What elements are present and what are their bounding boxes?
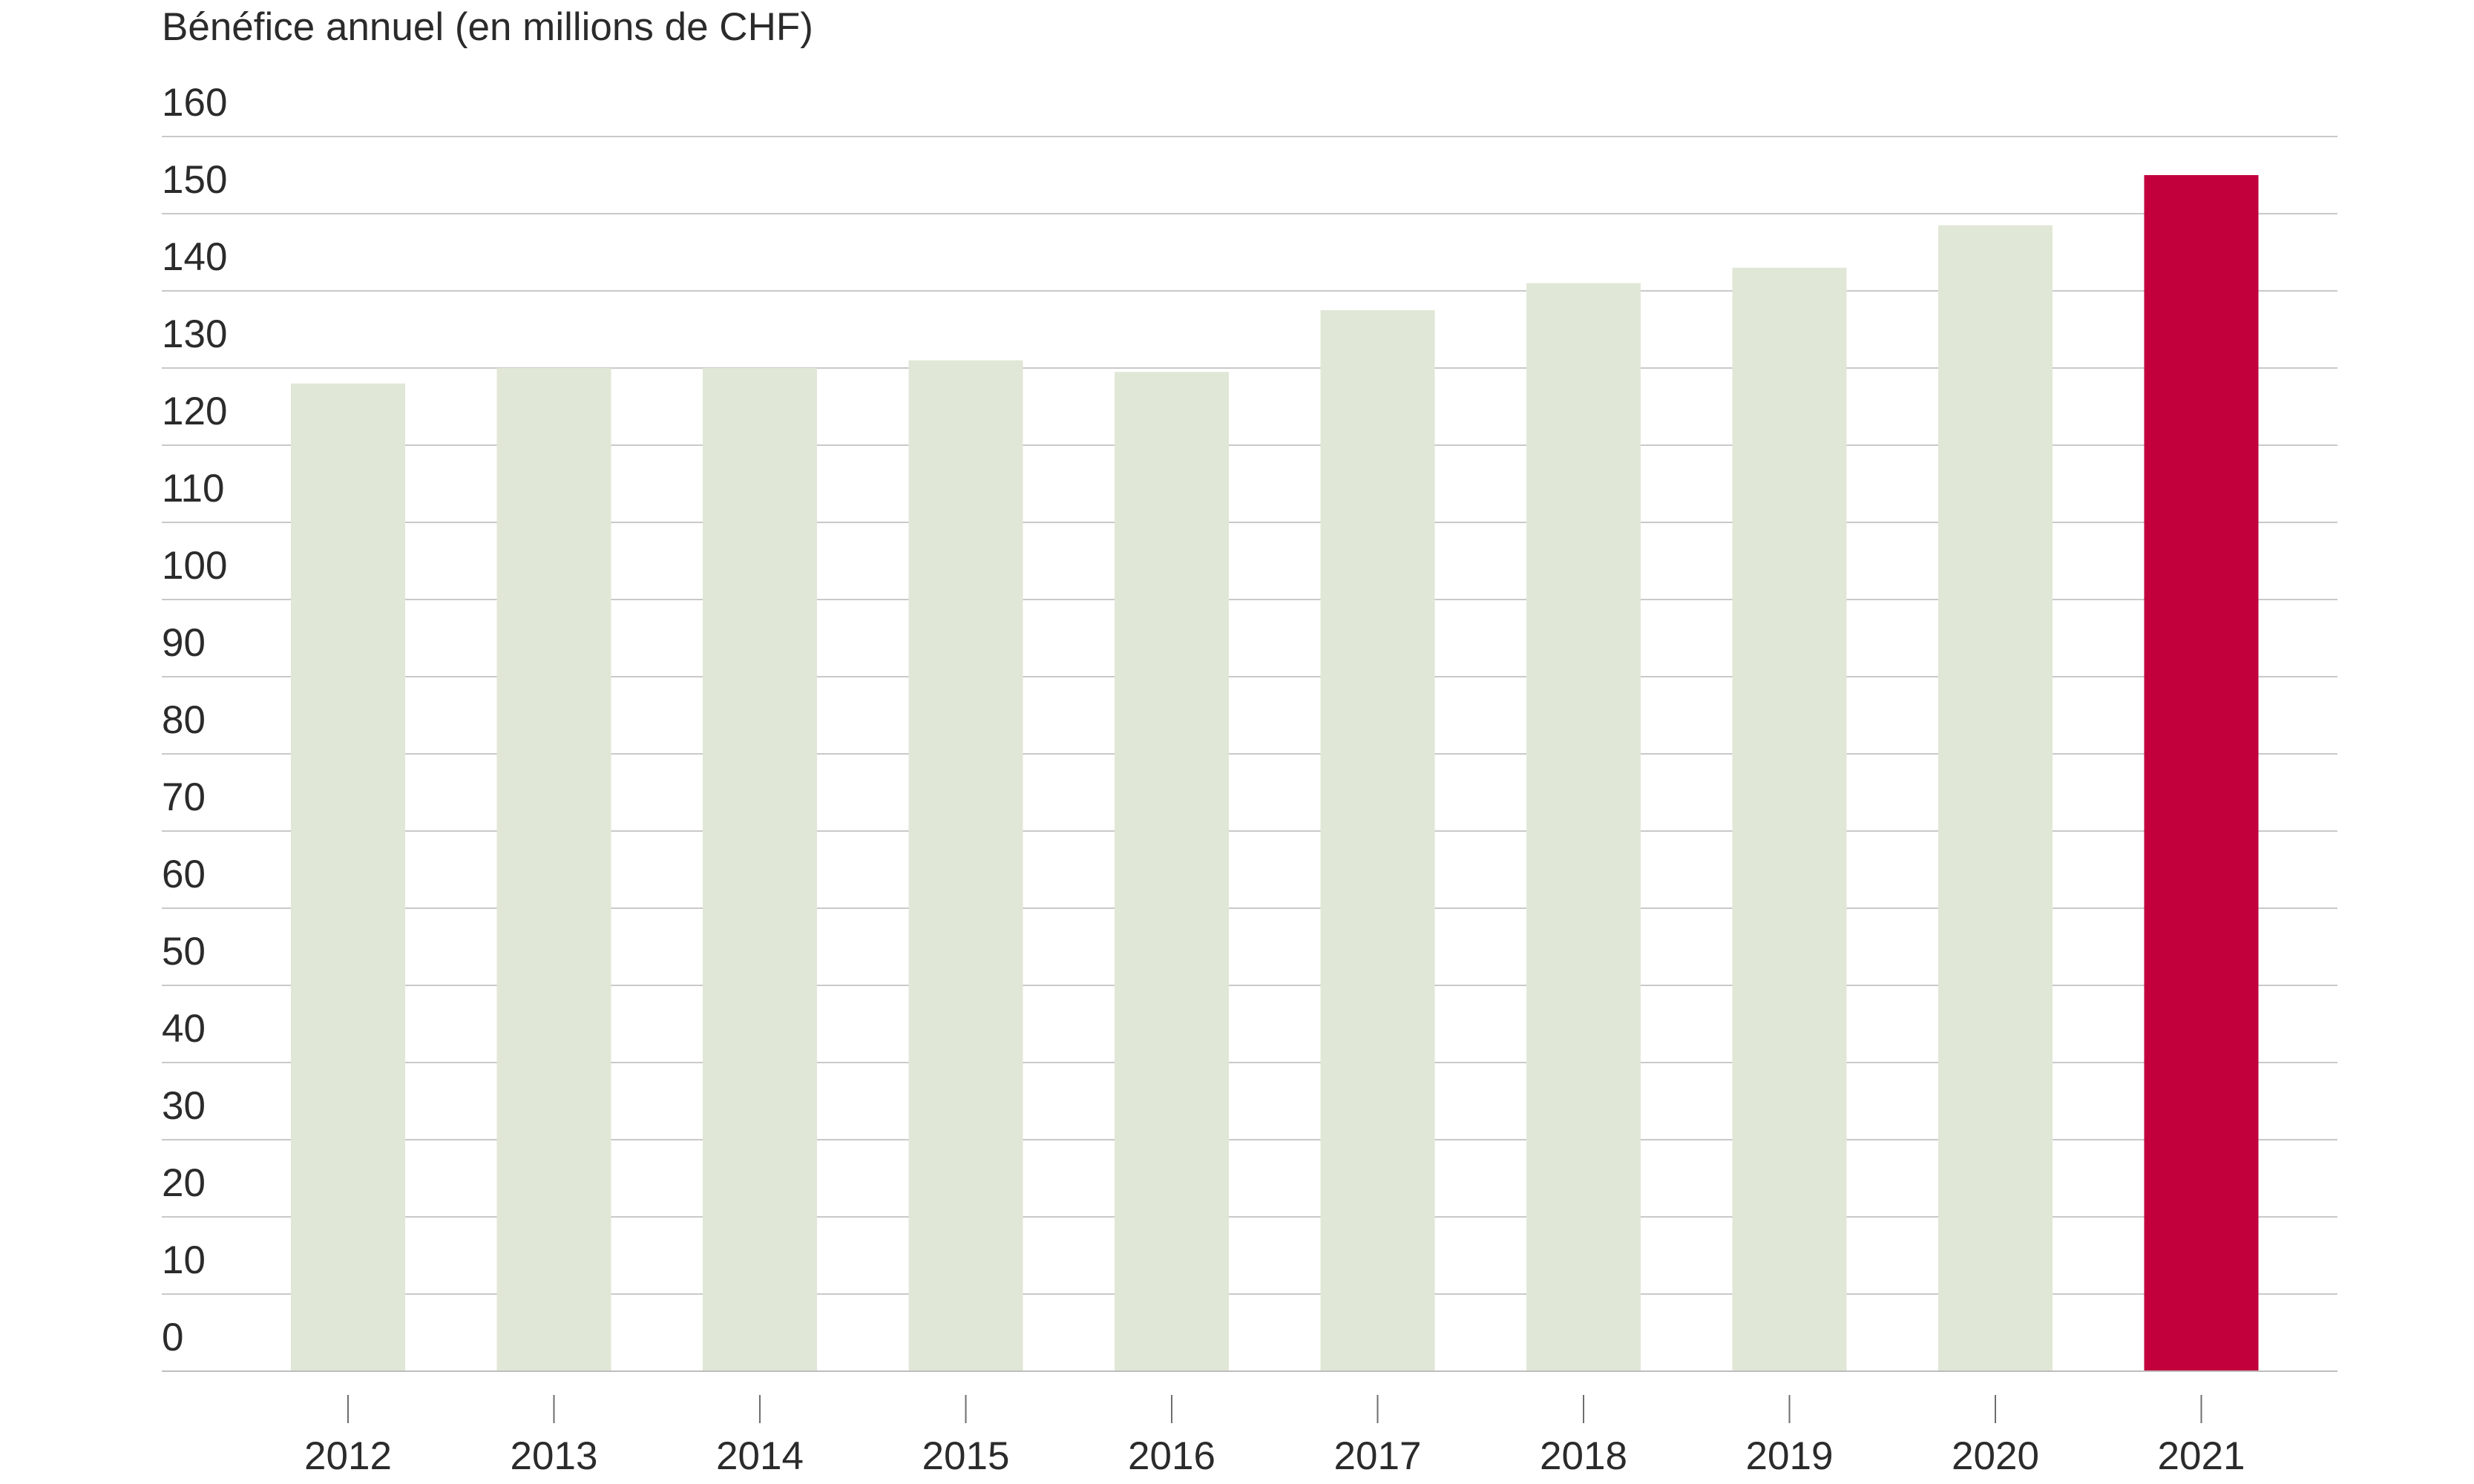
- y-tick-label-70: 70: [162, 775, 206, 819]
- x-tick-label-2018: 2018: [1540, 1434, 1627, 1478]
- bar-2017: [1320, 310, 1435, 1371]
- y-tick-label-90: 90: [162, 621, 206, 665]
- x-tick-label-2019: 2019: [1746, 1434, 1834, 1478]
- bar-2013: [496, 368, 611, 1371]
- x-tick-label-2016: 2016: [1128, 1434, 1215, 1478]
- y-tick-label-150: 150: [162, 158, 227, 202]
- y-tick-label-40: 40: [162, 1007, 206, 1051]
- y-tick-label-0: 0: [162, 1316, 183, 1359]
- y-axis-title: Bénéfice annuel (en millions de CHF): [162, 5, 813, 49]
- x-tick-label-2017: 2017: [1334, 1434, 1422, 1478]
- bars: [291, 175, 2259, 1372]
- bar-2018: [1526, 283, 1641, 1372]
- x-axis-ticks: 2012 2013 2014 2015 2016 2017 2018 2019 2020 2021: [304, 1395, 2245, 1478]
- x-tick-label-2015: 2015: [922, 1434, 1010, 1478]
- x-tick-label-2013: 2013: [511, 1434, 598, 1478]
- bar-2015: [908, 360, 1023, 1372]
- y-tick-label-80: 80: [162, 698, 206, 742]
- x-tick-label-2020: 2020: [1952, 1434, 2039, 1478]
- bar-2021: [2144, 175, 2259, 1371]
- y-tick-label-160: 160: [162, 81, 227, 125]
- y-tick-label-120: 120: [162, 390, 227, 433]
- y-tick-label-130: 130: [162, 312, 227, 356]
- y-tick-label-60: 60: [162, 853, 206, 896]
- x-tick-label-2012: 2012: [304, 1434, 392, 1478]
- y-tick-label-140: 140: [162, 235, 227, 279]
- y-axis-tick-labels: 0 10 20 30 40 50 60 70 80 90 100 110 120 130 140 150 160: [162, 81, 227, 1359]
- y-tick-label-10: 10: [162, 1238, 206, 1282]
- bar-2014: [703, 368, 817, 1371]
- y-tick-label-50: 50: [162, 930, 206, 974]
- x-tick-label-2021: 2021: [2158, 1434, 2245, 1478]
- bar-2019: [1732, 267, 1847, 1371]
- y-tick-label-100: 100: [162, 544, 227, 588]
- bar-2012: [291, 383, 405, 1371]
- y-tick-label-110: 110: [162, 467, 225, 510]
- bar-2016: [1115, 372, 1229, 1372]
- bar-2020: [1938, 225, 2053, 1372]
- y-tick-label-30: 30: [162, 1084, 206, 1128]
- x-tick-label-2014: 2014: [716, 1434, 804, 1478]
- y-tick-label-20: 20: [162, 1161, 206, 1205]
